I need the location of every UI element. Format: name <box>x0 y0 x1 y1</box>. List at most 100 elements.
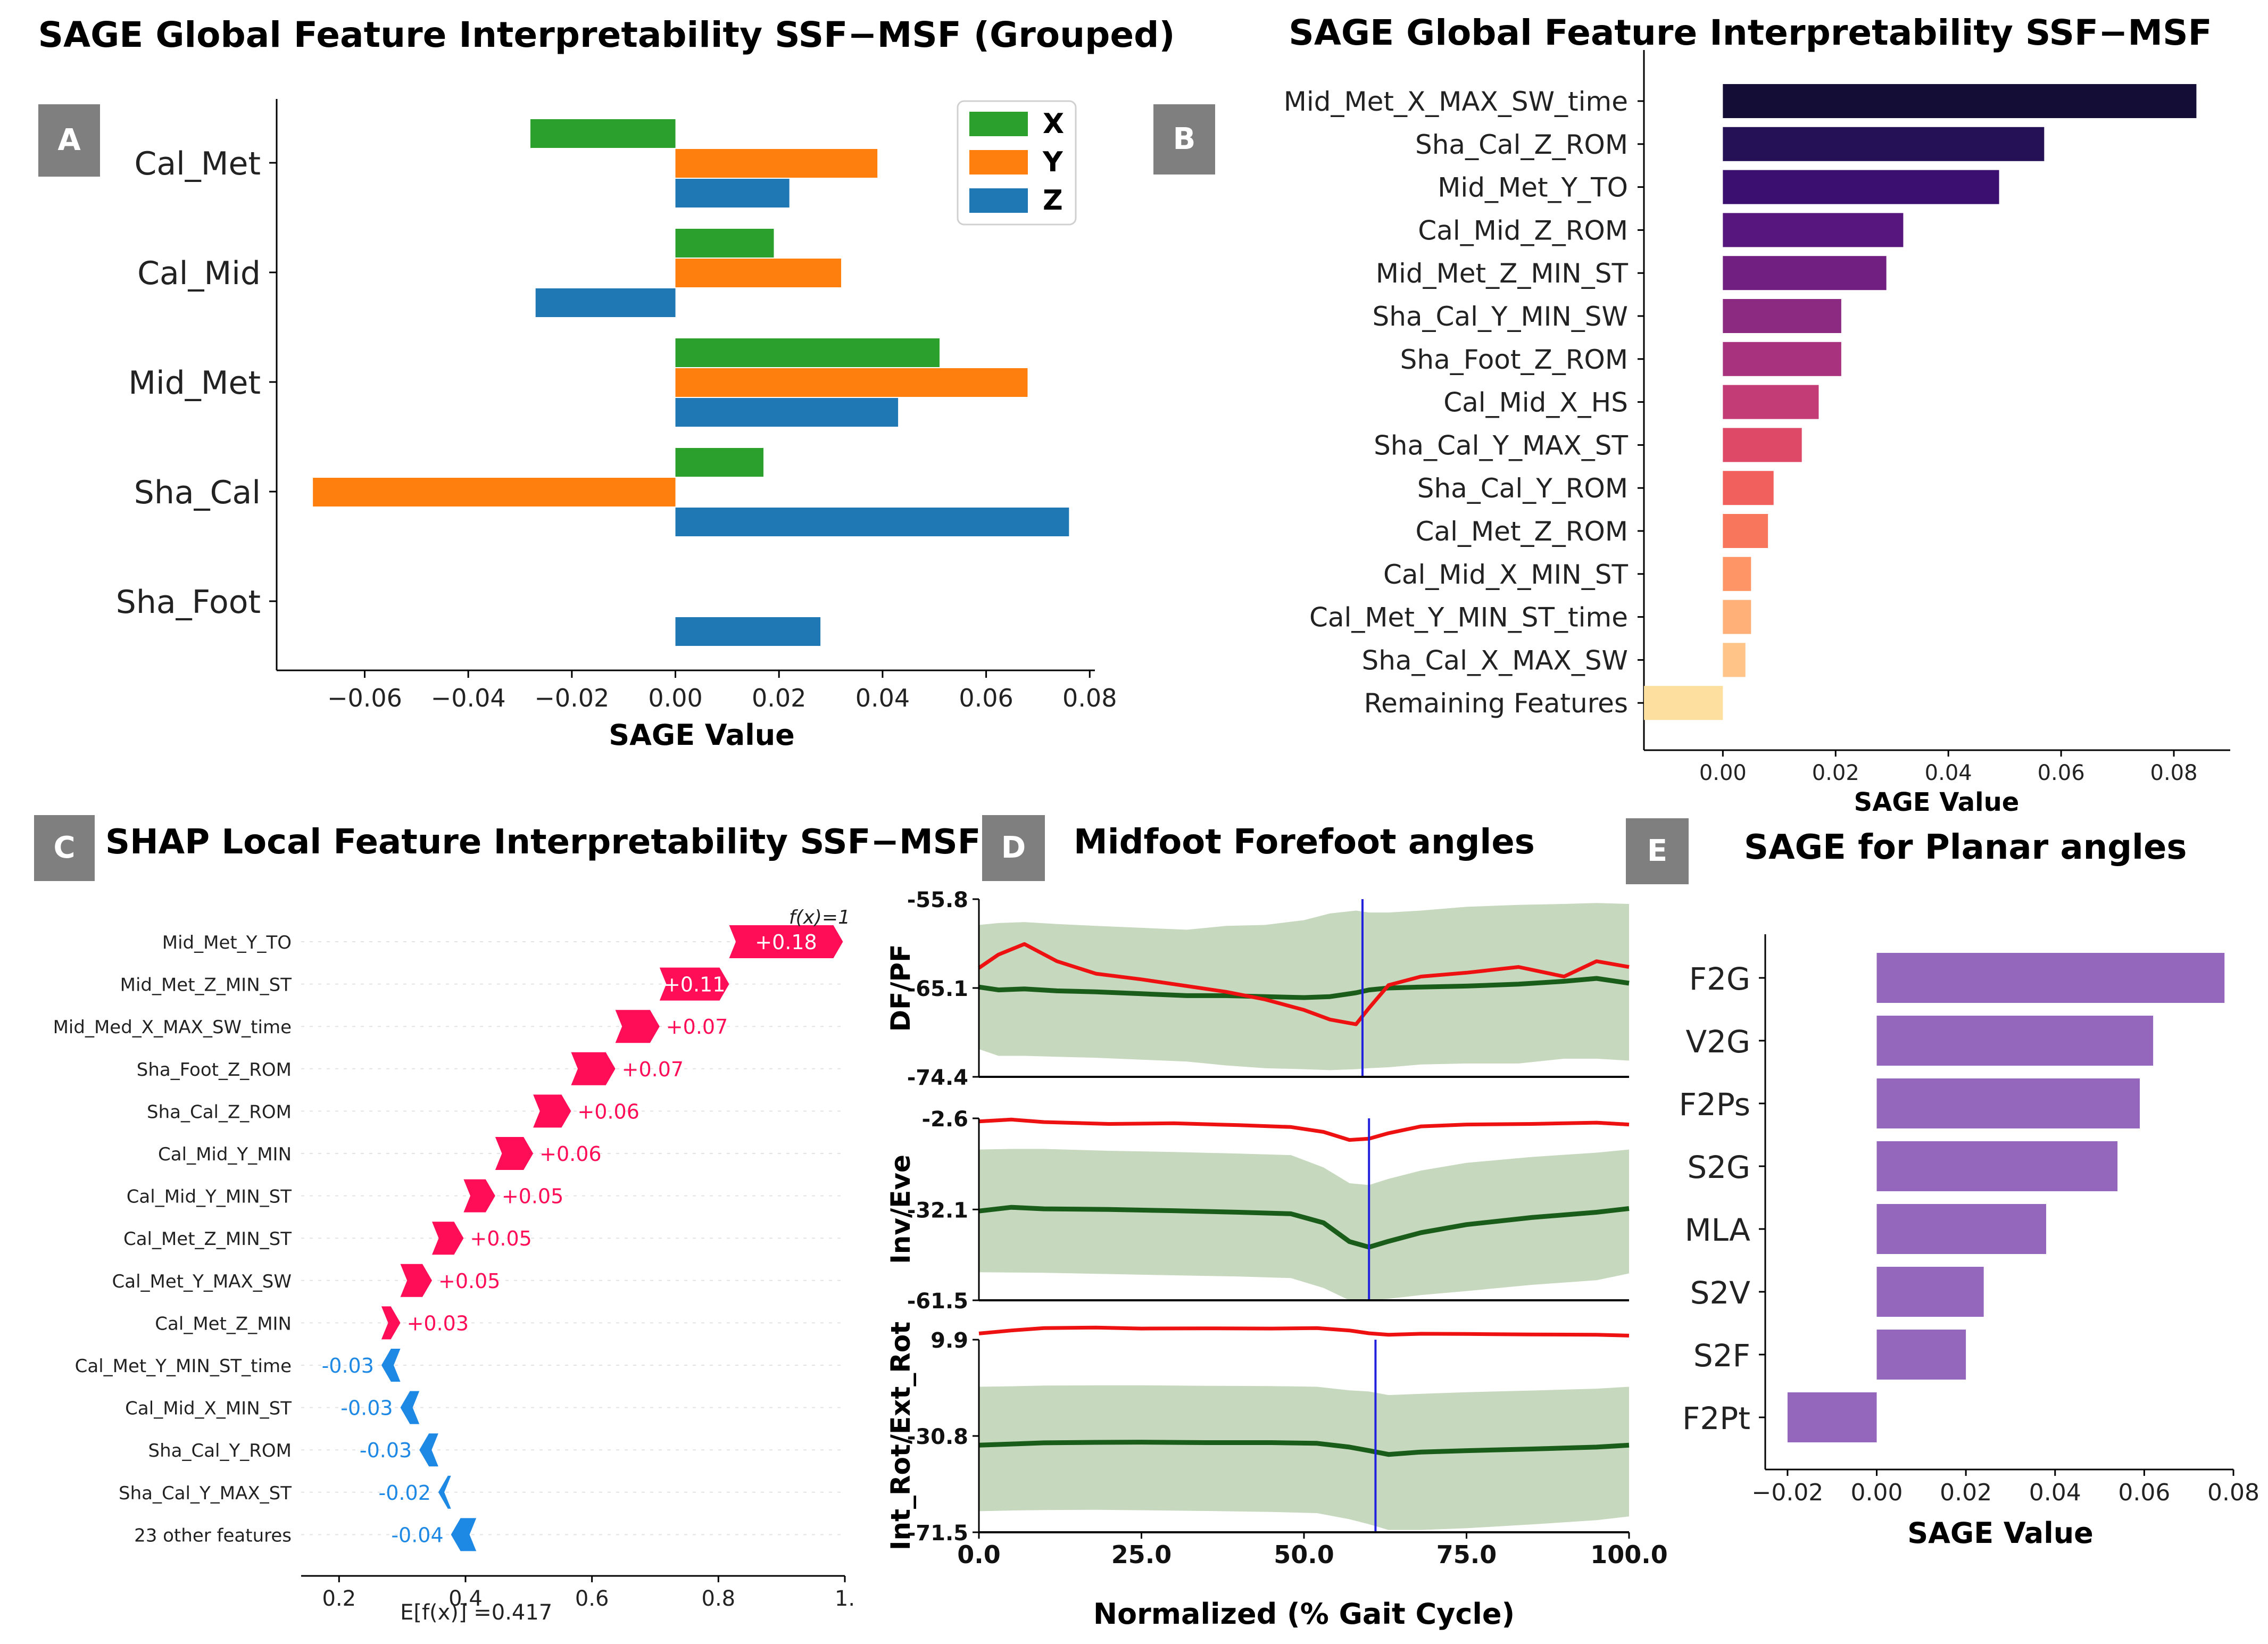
panel-a-chart: Cal_Met Cal_Mid Mid_Met Sha_Cal Sha_Foot −0.0… <box>116 99 1117 752</box>
value-label: -0.03 <box>360 1439 412 1462</box>
x-tick-label: 0.02 <box>1812 761 1859 785</box>
bar-x <box>675 448 764 477</box>
panel-d-tag-label: D <box>1001 831 1026 865</box>
x-tick-label: −0.02 <box>1751 1479 1823 1506</box>
category-label: Cal_Met <box>134 145 261 182</box>
panel-a-tag: A <box>38 104 100 177</box>
x-axis-label: SAGE Value <box>1907 1516 2093 1550</box>
feature-label: Cal_Met_Z_MIN <box>155 1313 292 1334</box>
x-tick-label: 0.00 <box>648 684 702 712</box>
fx-label: f(x)=1 <box>789 907 850 928</box>
bar <box>1644 686 1723 720</box>
bar-y <box>675 259 842 287</box>
y-tick-label: -65.1 <box>907 977 968 1001</box>
y-tick-label: -61.5 <box>907 1289 968 1314</box>
y-tick-label: -74.4 <box>907 1066 968 1090</box>
category-label: Cal_Mid_X_MIN_ST <box>1383 559 1628 590</box>
sd-band <box>979 1149 1629 1300</box>
value-label: +0.06 <box>577 1100 639 1123</box>
subject-line-red <box>978 942 1630 1026</box>
bar <box>1876 1078 2140 1128</box>
value-label: +0.11 <box>663 973 725 997</box>
shap-bar <box>381 1349 401 1382</box>
y-axis-label: Int_Rot/Ext_Rot <box>885 1322 916 1550</box>
panel-a-title: SAGE Global Feature Interpretability SSF… <box>38 14 1175 55</box>
category-label: MLA <box>1685 1212 1751 1248</box>
value-label: +0.05 <box>470 1227 531 1250</box>
category-label: Cal_Mid_Z_ROM <box>1418 215 1628 246</box>
x-tick-label: 0.04 <box>2029 1479 2081 1506</box>
value-label: +0.06 <box>539 1142 601 1166</box>
shap-bar <box>400 1391 420 1424</box>
feature-label: Cal_Mid_Y_MIN_ST <box>127 1186 292 1208</box>
shap-bar <box>438 1475 451 1509</box>
bar <box>1787 1392 1877 1442</box>
legend-swatch-x <box>969 112 1028 136</box>
feature-label: Cal_Mid_Y_MIN <box>158 1144 292 1165</box>
category-label: Sha_Cal_Y_ROM <box>1417 473 1628 504</box>
category-label: Sha_Cal_Z_ROM <box>1415 129 1628 160</box>
legend-swatch-y <box>969 150 1028 175</box>
category-label: F2G <box>1689 961 1750 997</box>
bar <box>1723 428 1802 462</box>
category-label: S2V <box>1690 1275 1751 1311</box>
category-label: F2Ps <box>1679 1086 1750 1123</box>
x-tick-label: 0.00 <box>1699 761 1747 785</box>
bar <box>1876 1141 2118 1191</box>
panel-e-tag: E <box>1626 818 1689 884</box>
category-label: Cal_Met_Y_MIN_ST_time <box>1309 602 1628 633</box>
bar <box>1723 600 1751 634</box>
value-label: -0.03 <box>322 1354 374 1377</box>
panel-a-tag-label: A <box>57 123 81 157</box>
x-tick-label: 0.04 <box>1925 761 1972 785</box>
bar <box>1723 514 1768 548</box>
panel-c-title: SHAP Local Feature Interpretability SSF−… <box>105 823 981 862</box>
bar <box>1723 256 1887 290</box>
value-label: -0.03 <box>340 1397 393 1420</box>
shap-bar <box>615 1010 660 1043</box>
x-tick-label: 100.0 <box>1590 1540 1668 1569</box>
category-label: Mid_Met_Z_MIN_ST <box>1376 258 1629 289</box>
panel-c-tag: C <box>34 815 95 881</box>
x-tick-label: −0.02 <box>534 684 609 712</box>
x-axis-label: SAGE Value <box>609 718 795 752</box>
x-tick-label: 25.0 <box>1111 1540 1172 1569</box>
bar <box>1723 385 1819 419</box>
x-tick-label: 0.2 <box>322 1587 356 1611</box>
x-tick-label: 0.08 <box>2207 1479 2259 1506</box>
bar <box>1723 643 1746 677</box>
shap-bar <box>533 1094 571 1128</box>
bar <box>1876 1267 1984 1317</box>
panel-b-tag: B <box>1153 104 1215 175</box>
value-label: +0.07 <box>622 1058 684 1081</box>
shap-bar <box>571 1052 616 1085</box>
y-tick-label: -32.1 <box>907 1198 968 1223</box>
panel-e-title: SAGE for Planar angles <box>1744 828 2187 867</box>
category-label: Cal_Mid_X_HS <box>1443 387 1628 418</box>
panel-d-tag: D <box>982 815 1045 881</box>
x-tick-label: 75.0 <box>1436 1540 1497 1569</box>
bar-y <box>313 478 676 507</box>
value-label: +0.07 <box>666 1015 728 1039</box>
value-label: +0.18 <box>755 931 817 954</box>
shap-bar <box>659 967 729 1001</box>
value-label: +0.05 <box>502 1185 563 1208</box>
shap-bar <box>400 1264 432 1297</box>
feature-label: Cal_Met_Y_MIN_ST_time <box>75 1356 292 1377</box>
panel-b-tag-label: B <box>1173 122 1196 156</box>
feature-label: Mid_Met_Z_MIN_ST <box>120 975 292 996</box>
x-axis-label: SAGE Value <box>1854 787 2020 817</box>
bar <box>1876 1016 2154 1066</box>
subject-line-red <box>978 1117 1630 1142</box>
category-label: Mid_Met <box>128 364 261 402</box>
x-tick-label: 0.00 <box>1851 1479 1903 1506</box>
legend-swatch-z <box>969 188 1028 213</box>
bar <box>1723 84 2197 118</box>
feature-label: Sha_Cal_Y_ROM <box>148 1440 292 1462</box>
bar-x <box>530 119 676 148</box>
shap-bar <box>381 1306 401 1340</box>
mean-line-green <box>978 1205 1630 1250</box>
subplot-2: -2.6 -32.1 -61.5 Inv/Eve <box>885 1107 1630 1314</box>
x-tick-label: 0.6 <box>575 1587 609 1611</box>
